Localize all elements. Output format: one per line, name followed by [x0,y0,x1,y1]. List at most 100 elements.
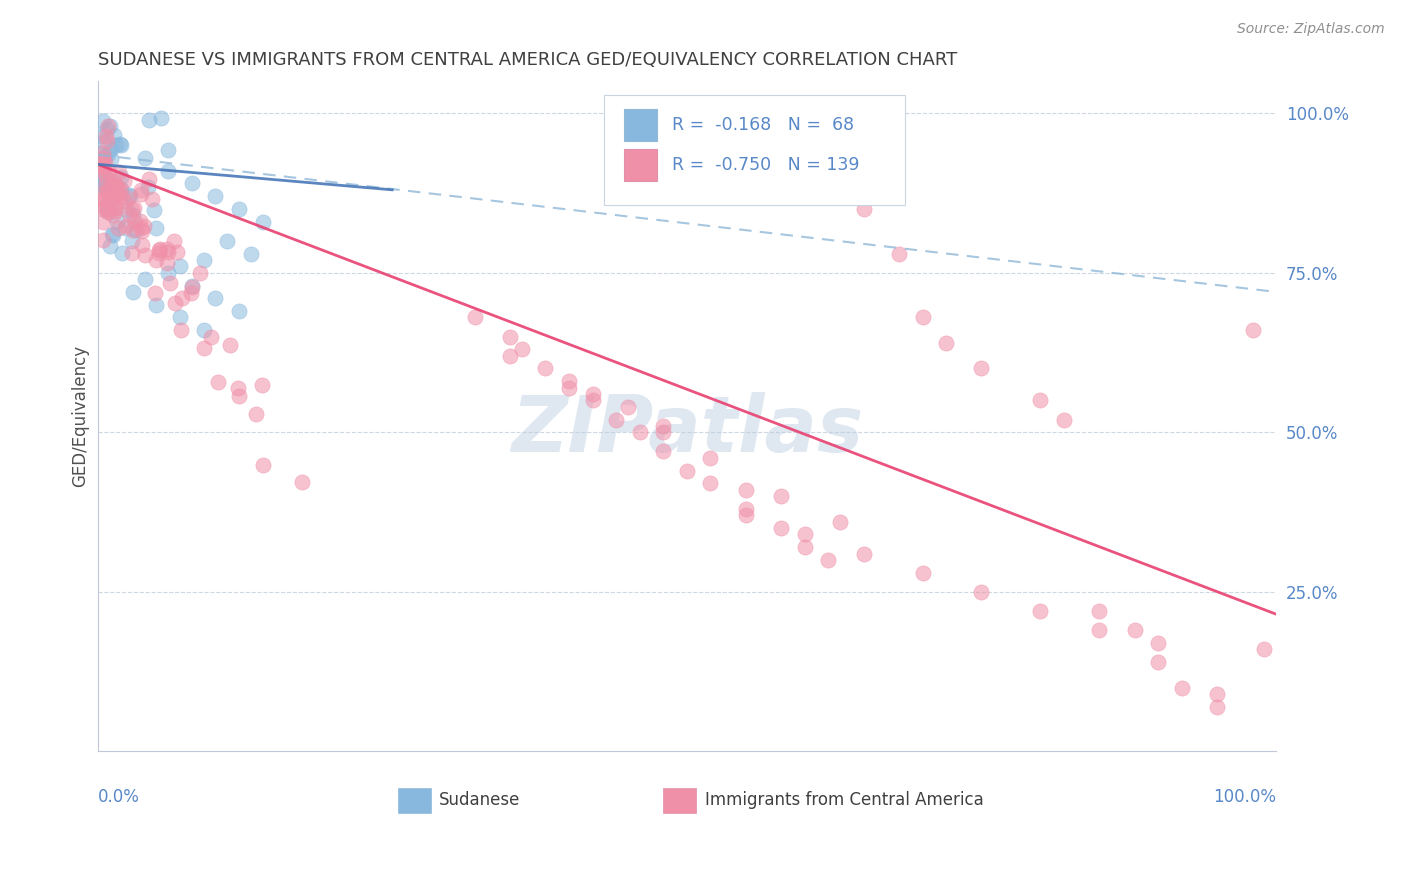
Point [93,186,115,201]
Point [89,158,111,172]
Point [226,380,249,394]
Point [131,224,153,238]
Point [104,189,127,203]
Point [218,337,240,351]
Point [131,238,153,252]
Point [252,215,274,229]
Point [122,285,145,299]
Point [239,246,262,260]
Point [94,184,117,198]
Point [100,201,122,215]
Point [145,298,167,312]
Point [105,213,128,227]
Point [207,376,229,390]
Point [93,146,115,161]
Point [96,185,118,199]
Point [110,190,132,204]
Point [852,547,875,561]
Point [103,173,125,187]
Point [98,239,121,253]
Point [104,187,127,202]
FancyBboxPatch shape [398,788,432,813]
Point [96,204,118,219]
Point [115,219,138,233]
Point [911,566,934,580]
Point [93,192,115,206]
Point [145,286,167,301]
Point [181,280,204,294]
Point [1029,393,1052,408]
Point [114,221,136,235]
Point [93,164,115,178]
Point [93,161,115,175]
Point [103,228,125,243]
Point [132,219,155,234]
Point [190,266,212,280]
Point [125,223,148,237]
Point [121,202,143,216]
Point [770,489,793,503]
Point [291,475,314,490]
Point [156,244,179,259]
Point [100,143,122,157]
Point [97,165,120,179]
Point [217,234,239,248]
Point [117,191,139,205]
Point [97,204,120,219]
Point [157,266,180,280]
Point [628,425,651,440]
Point [129,183,152,197]
Point [676,464,699,478]
Point [770,521,793,535]
Point [911,310,934,325]
Point [94,170,117,185]
Point [103,179,125,194]
Point [121,246,143,260]
Point [93,173,115,187]
Text: Sudanese: Sudanese [439,790,520,809]
Point [101,208,124,222]
Point [89,145,111,160]
Point [143,203,166,218]
Point [605,412,627,426]
Point [93,156,115,170]
Point [121,234,143,248]
Point [91,151,114,165]
Point [104,137,127,152]
Point [90,128,112,143]
Point [793,527,815,541]
Point [1088,623,1111,637]
Point [138,112,160,127]
Point [93,192,115,206]
Point [111,246,134,260]
Point [114,194,136,209]
Point [652,425,675,440]
Point [101,188,124,202]
Point [97,183,120,197]
Point [104,201,127,215]
Text: R =  -0.168   N =  68: R = -0.168 N = 68 [672,116,853,134]
Point [105,179,128,194]
Point [104,203,127,218]
Point [89,163,111,178]
Point [129,186,152,201]
Point [734,501,756,516]
Point [150,111,173,125]
Point [558,381,581,395]
Point [107,220,129,235]
Point [100,177,122,191]
Point [169,260,191,274]
Point [170,291,193,305]
Point [94,129,117,144]
Point [652,419,675,434]
Point [118,188,141,202]
Point [105,200,128,214]
Point [97,119,120,133]
Point [118,208,141,222]
Point [112,174,135,188]
Point [156,242,179,256]
Point [510,343,533,357]
Point [204,291,226,305]
Point [145,252,167,267]
FancyBboxPatch shape [664,788,696,813]
